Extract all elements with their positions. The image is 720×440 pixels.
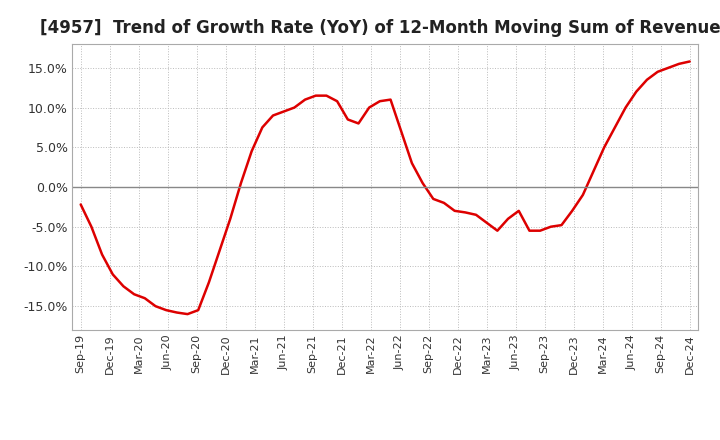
- Title: [4957]  Trend of Growth Rate (YoY) of 12-Month Moving Sum of Revenues: [4957] Trend of Growth Rate (YoY) of 12-…: [40, 19, 720, 37]
